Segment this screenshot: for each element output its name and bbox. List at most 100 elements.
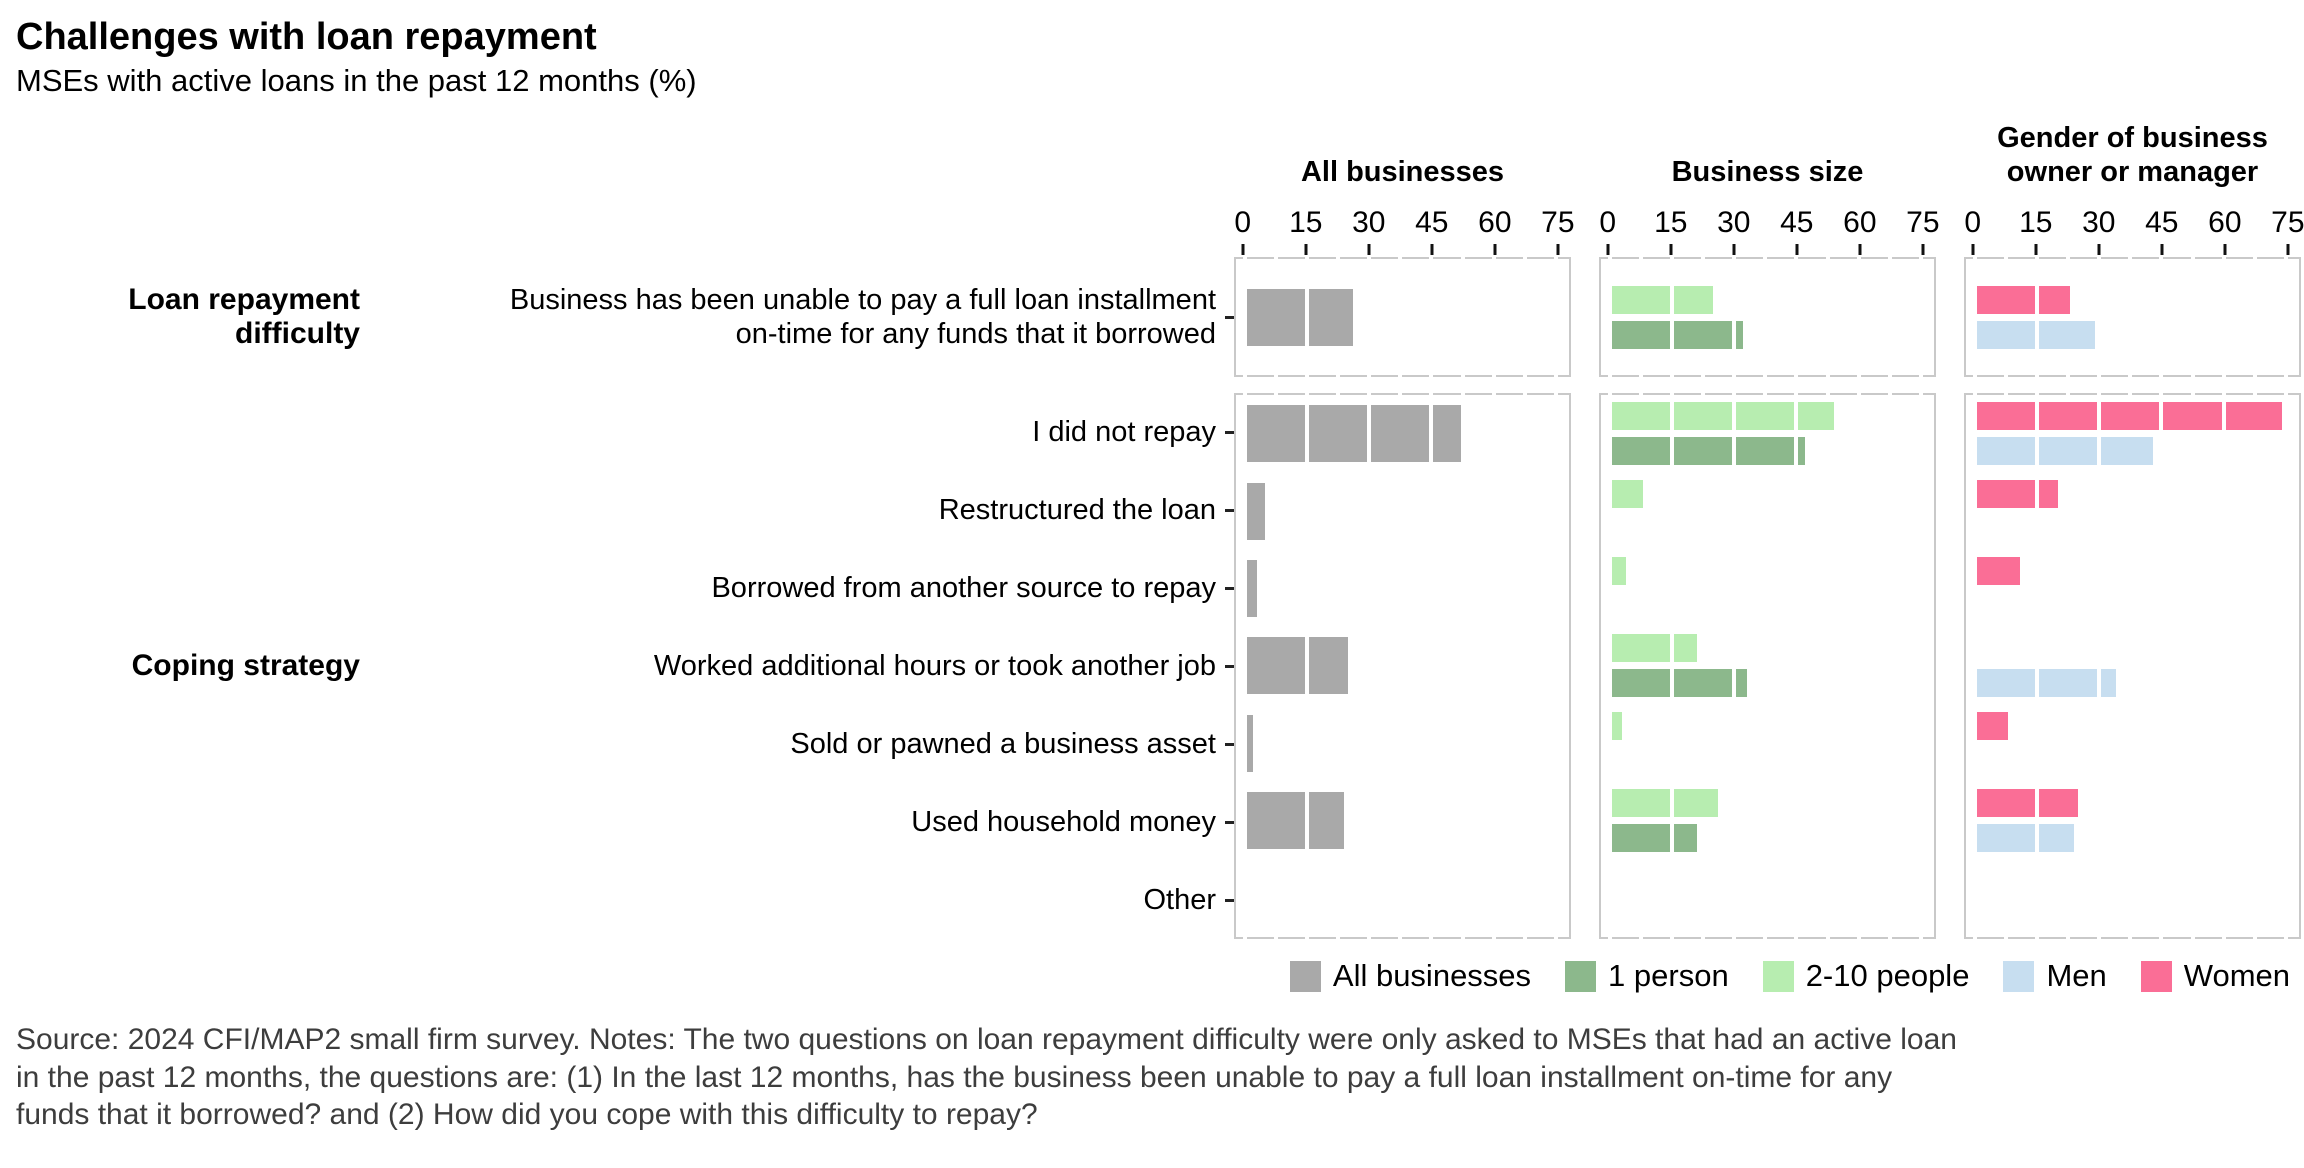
axis-tick-mark — [2160, 244, 2164, 255]
y-axis-tick-mark — [1225, 508, 1234, 512]
panel-titles-row: All businesses Business size Gender of b… — [6, 105, 2304, 201]
gridline — [2252, 393, 2257, 939]
axis-tick-label: 75 — [2271, 206, 2304, 239]
bar-group — [1966, 550, 2299, 627]
gridline — [2190, 257, 2195, 377]
axis-tick-mark — [2097, 244, 2101, 255]
bar-group — [1236, 395, 1569, 472]
gridline — [2190, 393, 2195, 939]
source-footnote: Source: 2024 CFI/MAP2 small firm survey.… — [16, 1023, 1957, 1131]
bar-group — [1966, 395, 2299, 472]
axis-tick-label: 15 — [1654, 206, 1688, 239]
row-labels-facet-1: Business has been unable to pay a full l… — [386, 257, 1234, 377]
row-label: Used household money — [386, 783, 1234, 861]
gridline — [1607, 257, 1612, 377]
axis-tick-label: 45 — [1415, 206, 1449, 239]
row-label-text: Business has been unable to pay a full l… — [509, 283, 1216, 350]
gridline — [1638, 257, 1643, 377]
facet-coping-strategy: Coping strategy I did not repay Restructu… — [6, 393, 2304, 939]
bar-women — [1974, 789, 2079, 818]
panel-gender-facet-2 — [1964, 393, 2301, 939]
axis-tick-label: 30 — [1352, 206, 1386, 239]
gridline — [2097, 393, 2102, 939]
axis-tick-label: 30 — [1717, 206, 1751, 239]
legend-swatch — [1289, 960, 1321, 992]
gridline — [1856, 393, 1861, 939]
x-axis-gender: 0 15 30 45 60 75 — [1964, 201, 2304, 257]
bar-group — [1966, 627, 2299, 704]
row-label: Borrowed from another source to repay — [386, 549, 1234, 627]
gridline — [1522, 393, 1527, 939]
bar-women — [1974, 479, 2058, 508]
axis-tick-label: 75 — [1541, 206, 1575, 239]
panel-title-gender: Gender of business owner or manager — [1997, 121, 2268, 188]
axis-tick-label: 60 — [2208, 206, 2242, 239]
bar-group — [1601, 395, 1934, 472]
panel-title-business-size: Business size — [1671, 155, 1864, 188]
gridline — [1972, 257, 1977, 377]
gridline — [2221, 257, 2226, 377]
gridline — [1398, 257, 1403, 377]
y-axis-tick-mark — [1225, 742, 1234, 746]
axis-tick-mark — [1858, 244, 1862, 255]
legend-swatch — [1565, 960, 1597, 992]
legend-swatch — [2003, 960, 2035, 992]
gridline — [1732, 393, 1737, 939]
bar-all-businesses — [1244, 560, 1258, 618]
bar-group — [1966, 705, 2299, 782]
gridline — [1554, 257, 1558, 377]
bar-group — [1236, 782, 1569, 859]
axis-tick-label: 15 — [1289, 206, 1323, 239]
bar-group — [1966, 259, 2299, 375]
axis-tick-label: 45 — [1780, 206, 1814, 239]
gridline — [1367, 393, 1372, 939]
legend-item: All businesses — [1289, 958, 1532, 994]
bar-women — [1974, 711, 2008, 740]
legend-label: Men — [2046, 958, 2107, 993]
bar-group — [1601, 705, 1934, 782]
facet-label-loan-repayment-difficulty: Loan repayment difficulty — [128, 283, 360, 350]
row-label: Worked additional hours or took another … — [386, 627, 1234, 705]
gridline — [1794, 257, 1799, 377]
facet-label-coping-strategy: Coping strategy — [131, 649, 360, 682]
gridline — [1429, 257, 1434, 377]
gridline — [1763, 393, 1768, 939]
row-label-text: Worked additional hours or took another … — [653, 649, 1216, 682]
row-label-text: Restructured the loan — [938, 493, 1216, 526]
bar-men — [1974, 824, 2075, 853]
gridline — [1460, 257, 1465, 377]
panel-gender-facet-1 — [1964, 257, 2301, 377]
y-axis-tick-mark — [1225, 430, 1234, 434]
axis-tick-label: 15 — [2019, 206, 2053, 239]
gridline — [1919, 257, 1923, 377]
gridline — [1732, 257, 1737, 377]
gridline — [2034, 393, 2039, 939]
axis-tick-mark — [1606, 244, 1610, 255]
bar-group — [1236, 550, 1569, 627]
gridline — [1856, 257, 1861, 377]
gridline — [1669, 257, 1674, 377]
axis-tick-mark — [1795, 244, 1799, 255]
row-labels-facet-2: I did not repay Restructured the loan Borr… — [386, 393, 1234, 939]
gridline — [1429, 393, 1434, 939]
bar-2-10-people — [1609, 634, 1697, 663]
gridline — [2284, 257, 2288, 377]
axes-row: 0 15 30 45 60 75 0 15 30 45 60 75 0 15 30 45 60 75 — [6, 201, 2304, 257]
y-axis-tick-mark — [1225, 586, 1234, 590]
panel-business-size-facet-1 — [1599, 257, 1936, 377]
bar-men — [1974, 669, 2116, 698]
bar-all-businesses — [1244, 405, 1461, 463]
bar-all-businesses — [1244, 714, 1253, 772]
axis-tick-label: 0 — [1234, 206, 1252, 239]
bar-group — [1966, 472, 2299, 549]
gridline — [2066, 393, 2071, 939]
gridline — [2252, 257, 2257, 377]
bar-group — [1601, 782, 1934, 859]
bar-all-businesses — [1244, 792, 1345, 850]
gridline — [2003, 257, 2008, 377]
y-axis-tick-mark — [1225, 820, 1234, 824]
bar-women — [1974, 402, 2282, 431]
bar-group — [1236, 860, 1569, 937]
gridline — [1242, 257, 1247, 377]
legend-label: All businesses — [1332, 958, 1532, 993]
